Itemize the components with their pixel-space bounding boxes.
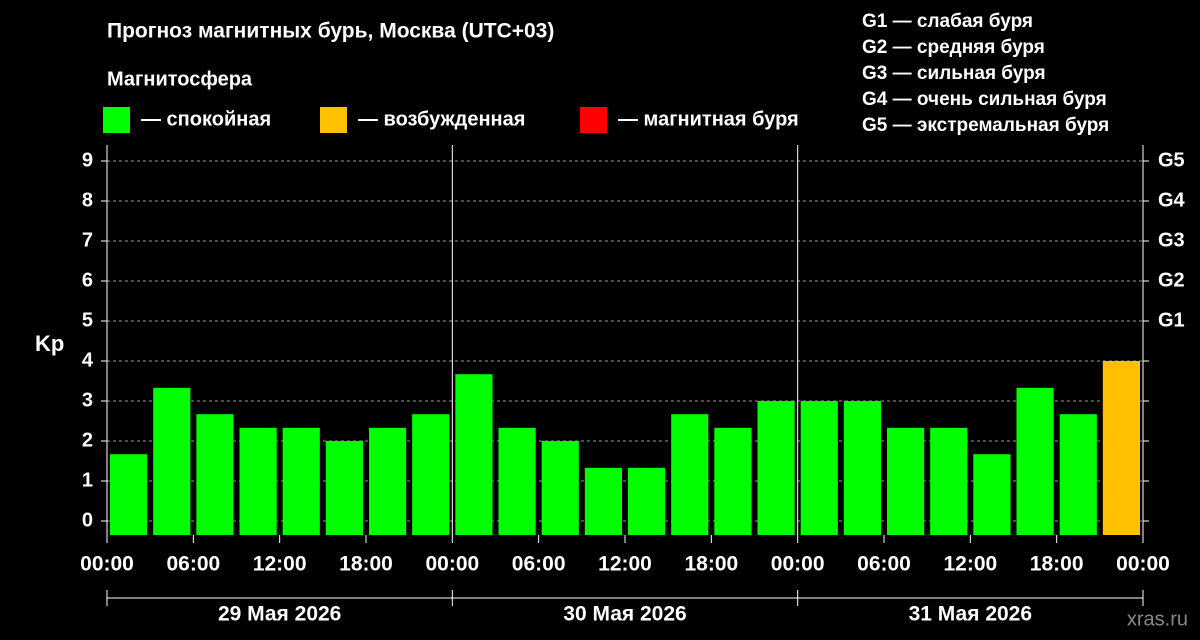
y2-tick-label: G5 bbox=[1158, 149, 1185, 171]
x-tick-label: 00:00 bbox=[80, 553, 134, 576]
scale-legend-item: G2 — средняя буря bbox=[862, 37, 1045, 58]
bar bbox=[671, 414, 709, 535]
legend-label: — спокойная bbox=[141, 108, 271, 130]
x-tick-label: 06:00 bbox=[166, 553, 220, 576]
y-tick-label: 6 bbox=[82, 269, 93, 291]
bar bbox=[973, 454, 1011, 535]
bar bbox=[325, 441, 363, 535]
y2-tick-label: G2 bbox=[1158, 269, 1185, 291]
legend-swatch bbox=[580, 107, 607, 133]
bar bbox=[757, 401, 795, 535]
x-tick-label: 12:00 bbox=[943, 553, 997, 576]
bar bbox=[455, 374, 493, 535]
bar bbox=[153, 387, 191, 535]
bar bbox=[196, 414, 234, 535]
day-label: 29 Мая 2026 bbox=[218, 603, 341, 626]
scale-legend-item: G1 — слабая буря bbox=[862, 11, 1033, 32]
bar bbox=[1016, 387, 1054, 535]
x-tick-label: 12:00 bbox=[598, 553, 652, 576]
legend-swatch bbox=[320, 107, 347, 133]
y2-tick-label: G4 bbox=[1158, 189, 1186, 211]
y-tick-label: 9 bbox=[82, 149, 93, 171]
legend-label: — возбужденная bbox=[358, 108, 525, 130]
y-tick-label: 8 bbox=[82, 189, 93, 211]
bar bbox=[714, 427, 752, 535]
y2-tick-label: G3 bbox=[1158, 229, 1185, 251]
x-tick-label: 18:00 bbox=[684, 553, 738, 576]
x-tick-label: 00:00 bbox=[425, 553, 479, 576]
scale-legend-item: G3 — сильная буря bbox=[862, 63, 1046, 84]
x-tick-label: 18:00 bbox=[1030, 553, 1084, 576]
day-label: 31 Мая 2026 bbox=[909, 603, 1032, 626]
y-axis-label: Kp bbox=[35, 331, 64, 356]
x-tick-label: 00:00 bbox=[1116, 553, 1170, 576]
chart-title: Прогноз магнитных бурь, Москва (UTC+03) bbox=[107, 20, 554, 43]
y-tick-label: 1 bbox=[82, 469, 93, 491]
y-tick-label: 5 bbox=[82, 309, 93, 331]
y-tick-label: 2 bbox=[82, 429, 93, 451]
watermark: xras.ru bbox=[1127, 608, 1188, 630]
y-tick-label: 4 bbox=[82, 349, 94, 371]
x-tick-label: 12:00 bbox=[253, 553, 307, 576]
x-tick-label: 06:00 bbox=[512, 553, 566, 576]
bar bbox=[843, 401, 881, 535]
x-tick-label: 18:00 bbox=[339, 553, 393, 576]
y2-tick-label: G1 bbox=[1158, 309, 1185, 331]
bar bbox=[930, 427, 968, 535]
bar bbox=[498, 427, 536, 535]
bar bbox=[282, 427, 320, 535]
bar bbox=[412, 414, 450, 535]
legend-title: Магнитосфера bbox=[107, 68, 253, 90]
bar bbox=[887, 427, 925, 535]
bar bbox=[584, 467, 622, 535]
bar bbox=[110, 454, 148, 535]
bar bbox=[800, 401, 838, 535]
x-tick-label: 06:00 bbox=[857, 553, 911, 576]
y-tick-label: 3 bbox=[82, 389, 93, 411]
day-label: 30 Мая 2026 bbox=[563, 603, 686, 626]
legend-label: — магнитная буря bbox=[618, 108, 799, 130]
bar bbox=[239, 427, 277, 535]
scale-legend-item: G4 — очень сильная буря bbox=[862, 89, 1107, 110]
bar bbox=[1059, 414, 1097, 535]
bar bbox=[541, 441, 579, 535]
y-tick-label: 7 bbox=[82, 229, 93, 251]
bar bbox=[628, 467, 666, 535]
legend-swatch bbox=[103, 107, 130, 133]
y-tick-label: 0 bbox=[82, 509, 93, 531]
bar bbox=[369, 427, 407, 535]
scale-legend-item: G5 — экстремальная буря bbox=[862, 115, 1109, 136]
bar bbox=[1102, 361, 1140, 535]
x-tick-label: 00:00 bbox=[771, 553, 825, 576]
